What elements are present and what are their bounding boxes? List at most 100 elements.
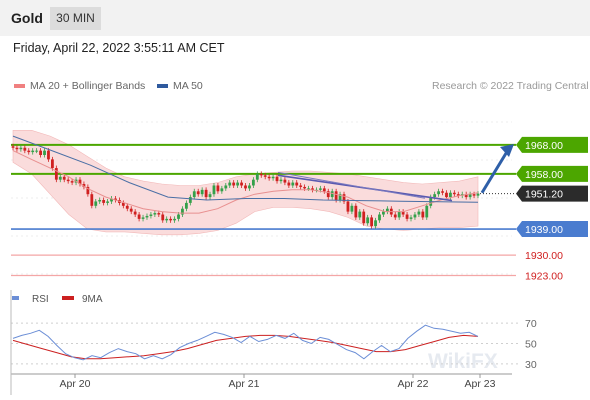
- candle-body: [385, 208, 389, 212]
- candle-body: [169, 218, 173, 221]
- candle-body: [129, 208, 133, 212]
- candle-body: [378, 214, 381, 221]
- candle-body: [275, 176, 279, 182]
- candle-body: [342, 194, 346, 202]
- candle-body: [236, 182, 240, 186]
- candle-body: [417, 211, 421, 215]
- rsi-ma-legend-swatch-icon: [62, 296, 74, 300]
- projection-arrow-icon: [480, 149, 510, 194]
- candle-body: [255, 173, 259, 180]
- candle-body: [279, 179, 283, 182]
- candle-body: [216, 185, 220, 192]
- trend-line: [277, 171, 426, 199]
- candle-body: [299, 185, 303, 187]
- rsi-legend-label: RSI: [32, 294, 49, 305]
- ma20-swatch-icon: [14, 84, 25, 89]
- candle-body: [188, 197, 192, 203]
- candle-body: [366, 217, 370, 224]
- rsi-ma-line: [12, 334, 479, 360]
- candle-body: [405, 214, 409, 219]
- candle-body: [27, 150, 31, 153]
- candle-body: [98, 200, 102, 202]
- ma50-swatch-icon: [157, 84, 168, 89]
- candle-body: [370, 217, 374, 227]
- candle-body: [58, 176, 62, 180]
- candle-body: [445, 192, 448, 198]
- candle-body: [70, 181, 74, 183]
- moving-averages: [12, 135, 479, 214]
- candle-body: [125, 205, 129, 209]
- level-label-1939.00: 1939.00: [525, 224, 563, 236]
- candle-body: [303, 186, 307, 189]
- candle-body: [291, 182, 295, 186]
- candle-body: [11, 146, 15, 148]
- candle-body: [102, 200, 106, 203]
- level-tag-1951.20: [516, 185, 588, 202]
- candle-body: [433, 194, 437, 198]
- candle-body: [106, 201, 109, 203]
- rsi-tick-label: 30: [525, 359, 537, 371]
- bollinger-bands: [12, 130, 479, 236]
- level-label-1958.00: 1958.00: [525, 169, 563, 181]
- symbol-label: Gold: [11, 10, 43, 26]
- candle-body: [82, 184, 86, 187]
- candle-body: [397, 211, 401, 218]
- rsi-tick-label: 70: [525, 318, 537, 330]
- candle-body: [220, 188, 224, 192]
- candle-body: [318, 188, 322, 190]
- candle-body: [157, 213, 161, 215]
- candle-body: [334, 191, 338, 200]
- rsi-line: [12, 324, 479, 361]
- candle-body: [468, 194, 472, 198]
- candle-body: [358, 211, 362, 218]
- candle-body: [452, 192, 456, 195]
- level-tag-1968.00: [516, 136, 588, 153]
- candle-body: [338, 194, 342, 200]
- candle-body: [145, 215, 149, 218]
- candle-body: [441, 191, 444, 193]
- rsi-ma-legend-label: 9MA: [82, 294, 103, 305]
- candle-body: [393, 214, 397, 218]
- candle-body: [362, 211, 366, 224]
- credit-text: Research © 2022 Trading Central: [432, 80, 589, 92]
- projection-arrow-head-icon: [500, 144, 514, 157]
- candle-body: [51, 159, 54, 169]
- candle-body: [196, 191, 200, 195]
- candle-body: [137, 214, 141, 219]
- level-label-1923.00: 1923.00: [525, 270, 563, 282]
- candle-body: [476, 193, 480, 196]
- candle-body: [346, 201, 350, 212]
- x-tick-label: Apr 20: [60, 378, 91, 390]
- x-tick-label: Apr 23: [465, 378, 496, 390]
- candle-body: [94, 201, 98, 206]
- candle-body: [413, 214, 417, 218]
- candle-body: [153, 213, 157, 215]
- x-tick-label: Apr 21: [229, 378, 260, 390]
- candle-body: [43, 150, 46, 155]
- candle-body: [322, 188, 326, 192]
- candle-body: [330, 191, 334, 198]
- level-label-1951.20: 1951.20: [525, 189, 563, 201]
- timeframe-button[interactable]: 30 MIN: [50, 7, 101, 30]
- candle-body: [54, 168, 58, 180]
- watermark: WikiFX: [428, 350, 498, 373]
- candle-body: [382, 211, 385, 215]
- candle-body: [133, 211, 137, 215]
- candle-body: [311, 188, 314, 190]
- candle-body: [295, 182, 299, 186]
- level-label-1968.00: 1968.00: [525, 140, 563, 152]
- candle-body: [35, 150, 39, 152]
- x-axis: Apr 20 Apr 21 Apr 22 Apr 23: [10, 290, 512, 395]
- candle-body: [86, 186, 90, 195]
- candle-body: [248, 185, 251, 189]
- candle-body: [464, 194, 468, 198]
- ma20-line: [12, 150, 479, 214]
- candle-body: [208, 194, 212, 198]
- candle-body: [374, 220, 377, 227]
- candle-body: [307, 188, 310, 190]
- candle-body: [263, 175, 267, 177]
- candle-body: [78, 179, 82, 185]
- candle-body: [114, 198, 117, 200]
- price-levels: [11, 143, 516, 277]
